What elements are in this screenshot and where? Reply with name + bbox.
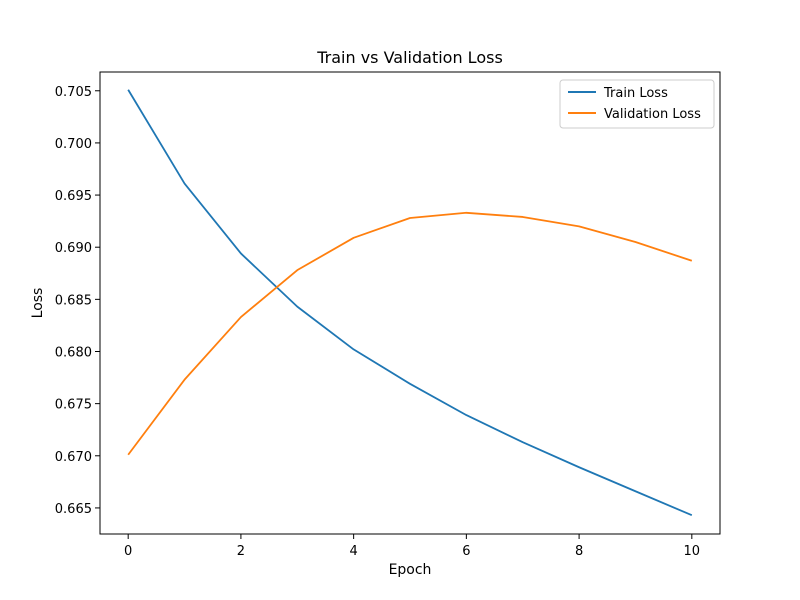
x-tick-label: 2 [237, 544, 245, 559]
chart-title: Train vs Validation Loss [316, 48, 503, 67]
x-axis-label: Epoch [389, 562, 432, 578]
plot-area [127, 89, 693, 517]
y-tick-label: 0.685 [55, 293, 92, 308]
y-axis-label: Loss [30, 288, 46, 319]
y-tick-label: 0.665 [55, 502, 92, 517]
x-tick-label: 8 [575, 544, 583, 559]
x-tick-label: 0 [124, 544, 132, 559]
y-axis: 0.665 0.670 0.675 0.680 0.685 0.690 0.695 0.700… [55, 85, 100, 517]
x-tick-label: 10 [684, 544, 701, 559]
series-line-validation-loss [127, 211, 693, 456]
y-tick-label: 0.690 [55, 241, 92, 256]
x-tick-label: 4 [349, 544, 357, 559]
y-tick-label: 0.680 [55, 345, 92, 360]
y-tick-label: 0.695 [55, 189, 92, 204]
y-tick-label: 0.705 [55, 85, 92, 100]
y-tick-label: 0.670 [55, 450, 92, 465]
plot-frame [99, 71, 721, 535]
y-tick-label: 0.675 [55, 398, 92, 413]
x-tick-label: 6 [462, 544, 470, 559]
legend-label: Validation Loss [604, 107, 701, 122]
x-axis: 0 2 4 6 8 10 [124, 534, 700, 559]
y-tick-label: 0.700 [55, 137, 92, 152]
legend: Train Loss Validation Loss [559, 79, 715, 129]
legend-box [559, 79, 715, 129]
series-line-train-loss [127, 89, 693, 517]
legend-label: Train Loss [603, 86, 668, 101]
